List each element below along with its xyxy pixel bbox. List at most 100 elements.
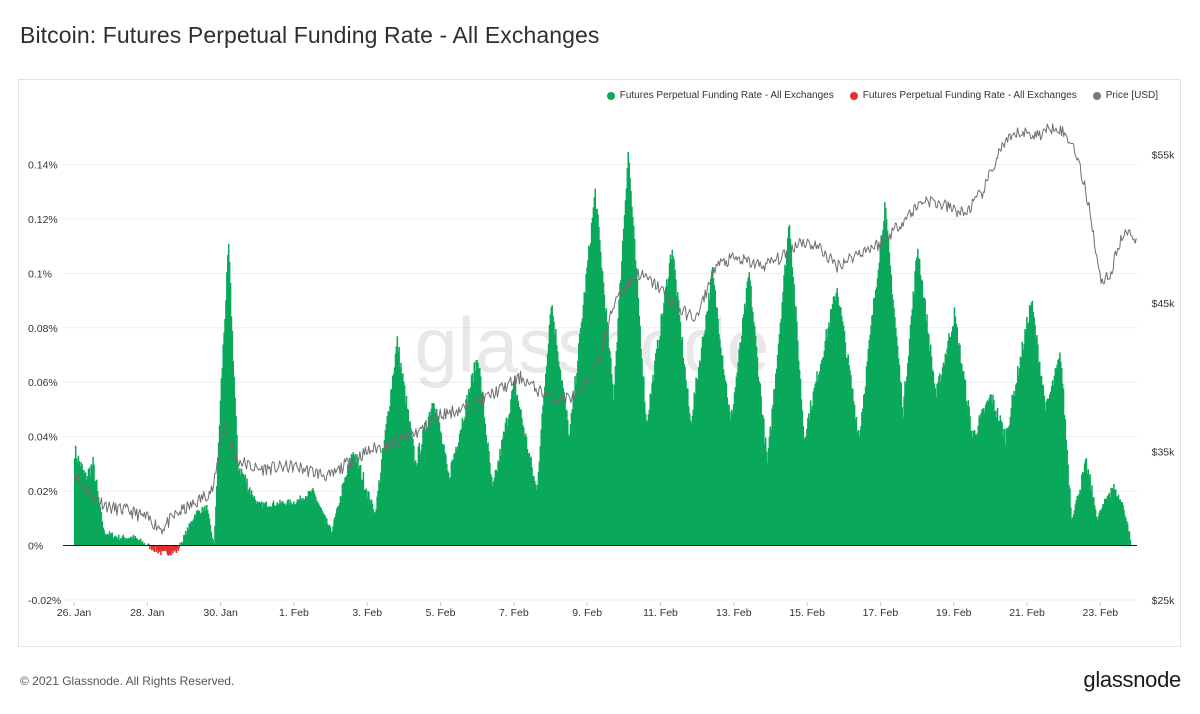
funding-bar-positive [676,295,678,546]
x-tick-label: 30. Jan [203,607,238,619]
funding-bar-positive [1124,515,1126,546]
funding-bar-positive [530,456,532,546]
funding-bar-positive [103,529,105,546]
funding-bar-positive [447,472,450,546]
funding-bar-negative [167,545,169,556]
funding-bar-positive [427,416,430,546]
funding-bar-positive [541,413,543,546]
funding-bar-positive [509,412,511,546]
funding-bar-positive [596,208,598,546]
funding-bar-positive [744,307,747,546]
funding-bar-positive [576,373,578,546]
funding-bar-positive [672,256,674,546]
funding-bar-positive [1038,361,1041,546]
funding-bar-positive [75,458,78,546]
funding-bar-positive [615,351,618,546]
funding-bar-positive [974,434,977,546]
funding-bar-positive [522,424,524,546]
legend-item-price[interactable]: Price [USD] [1092,90,1158,101]
funding-bar-positive [916,257,918,546]
funding-bar-positive [918,258,921,546]
funding-bar-positive [468,388,470,546]
funding-bar-positive [857,430,860,546]
funding-bar-positive [539,446,542,546]
funding-bar-positive [184,531,187,546]
funding-bar-positive [760,396,762,546]
funding-bar-positive [625,188,628,546]
funding-bar-positive [994,410,997,546]
funding-bar-positive [621,240,624,546]
funding-bar-positive [119,538,122,546]
funding-bar-positive [313,491,315,546]
funding-bar-positive [1000,420,1002,546]
funding-bar-positive [852,401,855,546]
funding-bar-positive [798,369,801,546]
funding-bar-positive [402,373,404,546]
funding-bar-positive [358,465,361,546]
funding-bar-positive [78,461,81,546]
legend-item-funding-positive[interactable]: Futures Perpetual Funding Rate - All Exc… [606,90,834,101]
funding-bar-positive [1027,322,1030,546]
funding-bar-positive [419,454,421,546]
funding-bar-positive [228,261,231,546]
funding-bar-positive [609,351,611,546]
funding-bar-positive [435,412,437,546]
funding-bar-positive [305,497,308,546]
legend-label: Futures Perpetual Funding Rate - All Exc… [862,90,1077,101]
funding-bar-positive [881,234,883,546]
funding-bar-positive [888,252,891,546]
funding-bar-negative [174,545,177,551]
funding-bar-positive [963,378,966,546]
funding-bar-positive [128,538,131,546]
funding-bar-positive [86,476,89,546]
funding-bar-positive [330,532,333,546]
funding-bar-positive [603,294,606,546]
funding-bar-positive [801,410,804,546]
funding-bar-positive [496,471,498,546]
funding-bar-positive [241,472,244,546]
funding-bar-positive [869,334,871,546]
funding-bar-positive [413,445,415,546]
funding-bar-positive [480,393,483,546]
funding-bar-positive [659,335,662,546]
legend-item-funding-negative[interactable]: Futures Perpetual Funding Rate - All Exc… [849,90,1077,101]
funding-bar-positive [373,512,376,546]
funding-bar-positive [226,272,228,546]
funding-bar-positive [531,467,533,546]
funding-bar-positive [294,504,297,546]
funding-bar-positive [560,380,563,546]
funding-bar-negative [164,545,167,551]
funding-bar-positive [562,387,564,546]
funding-bar-positive [889,265,892,546]
funding-bar-positive [750,285,752,546]
funding-bar-positive [499,448,501,546]
funding-bar-positive [940,375,943,546]
funding-bar-positive [1111,488,1113,546]
funding-bar-positive [504,422,507,546]
funding-bar-positive [347,466,350,546]
funding-bar-positive [301,498,303,546]
funding-bar-positive [209,524,212,546]
funding-bar-positive [704,330,706,546]
funding-bar-positive [941,367,944,546]
funding-bar-positive [1011,394,1013,546]
funding-bar-positive [327,525,330,546]
funding-bar-positive [1064,419,1067,546]
x-tick-label: 9. Feb [572,607,602,619]
funding-bar-positive [992,394,994,546]
funding-bar-positive [307,491,310,546]
funding-bar-positive [470,375,473,546]
funding-bar-positive [490,474,492,546]
funding-bar-positive [1022,349,1024,546]
funding-bar-positive [383,439,386,546]
funding-bar-positive [782,291,784,546]
funding-bar-positive [854,419,857,546]
funding-bar-positive [844,342,847,546]
funding-bar-positive [788,224,791,546]
funding-bar-positive [317,503,320,546]
funding-bar-positive [802,426,805,546]
funding-bar-positive [746,281,749,546]
funding-bar-positive [953,307,956,546]
funding-bar-positive [589,247,591,546]
funding-bar-positive [245,482,247,546]
